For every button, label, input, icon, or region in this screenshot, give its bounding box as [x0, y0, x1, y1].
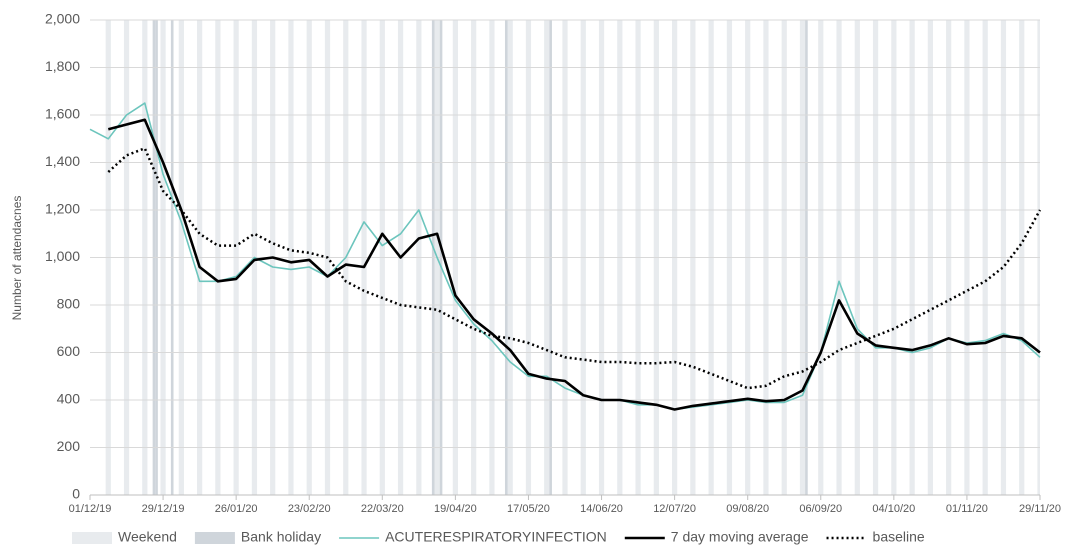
x-tick-label: 04/10/20: [872, 503, 915, 515]
legend-label: baseline: [873, 529, 925, 545]
y-tick-label: 600: [57, 343, 81, 359]
x-tick-label: 26/01/20: [215, 503, 258, 515]
series-line: [89, 102, 1041, 411]
legend-swatch: [194, 532, 235, 544]
y-tick-label: 0: [72, 486, 80, 502]
x-tick-label: 19/04/20: [434, 503, 477, 515]
y-tick-label: 1,800: [45, 58, 80, 74]
legend: Weekend Bank holiday ACUTERESPIRATORYINFEC…: [72, 529, 925, 545]
legend-swatch: [72, 532, 112, 544]
x-tick-label: 23/02/20: [288, 503, 331, 515]
y-tick-label: 1,000: [45, 248, 80, 264]
x-tick-label: 22/03/20: [361, 503, 404, 515]
x-tick-label: 29/12/19: [142, 503, 185, 515]
x-tick-label: 12/07/20: [653, 503, 696, 515]
y-tick-label: 200: [57, 438, 81, 454]
x-tick-label: 09/08/20: [726, 503, 769, 515]
x-tick-label: 01/12/19: [69, 503, 112, 515]
legend-label: Bank holiday: [241, 529, 321, 545]
x-tick-label: 17/05/20: [507, 503, 550, 515]
y-tick-label: 1,600: [45, 106, 80, 122]
y-tick-label: 2,000: [45, 11, 80, 27]
y-tick-label: 1,200: [45, 201, 80, 217]
y-tick-label: 400: [57, 391, 81, 407]
x-tick-label: 14/06/20: [580, 503, 623, 515]
x-tick-label: 06/09/20: [799, 503, 842, 515]
legend-label: 7 day moving average: [671, 529, 809, 545]
y-axis-label: Number of attendacnes: [10, 196, 24, 321]
x-tick-label: 01/11/20: [946, 503, 988, 515]
axes: 0 200 400 600 800 1,000 1,200 1,400 1,600 1,800 2,…: [45, 11, 1061, 515]
lines: [89, 102, 1042, 411]
series-line: [107, 118, 1041, 411]
legend-label: Weekend: [118, 529, 177, 545]
y-tick-label: 800: [57, 296, 81, 312]
y-tick-label: 1,400: [45, 153, 80, 169]
legend-label: ACUTERESPIRATORYINFECTION: [385, 529, 607, 545]
x-tick-label: 29/11/20: [1019, 503, 1061, 515]
